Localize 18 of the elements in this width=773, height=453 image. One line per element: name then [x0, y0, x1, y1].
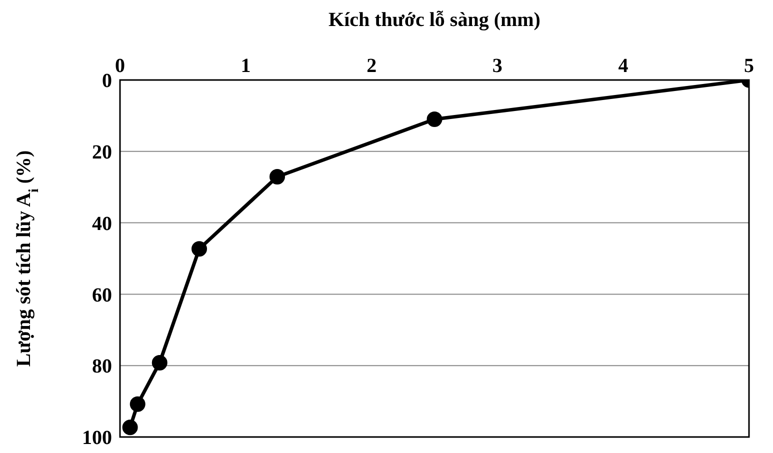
y-tick-label: 80 — [92, 356, 112, 378]
point — [426, 112, 442, 128]
y-tick-label: 100 — [82, 427, 112, 450]
point — [152, 354, 168, 370]
x-tick-label: 2 — [366, 55, 377, 77]
point — [270, 168, 285, 184]
x-tick-label: 5 — [744, 55, 754, 77]
point — [130, 396, 146, 412]
y-tick-label: 20 — [92, 142, 112, 164]
point — [192, 241, 208, 257]
y-tick-label: 0 — [102, 70, 112, 92]
x-tick-label: 3 — [492, 55, 502, 77]
point — [122, 420, 138, 436]
y-tick-label: 60 — [92, 284, 112, 306]
x-axis-title: Kích thước lỗ sàng (mm) — [328, 9, 540, 32]
y-tick-label: 40 — [92, 212, 112, 235]
x-tick-label: 4 — [618, 55, 628, 77]
x-tick-label: 1 — [240, 55, 251, 77]
